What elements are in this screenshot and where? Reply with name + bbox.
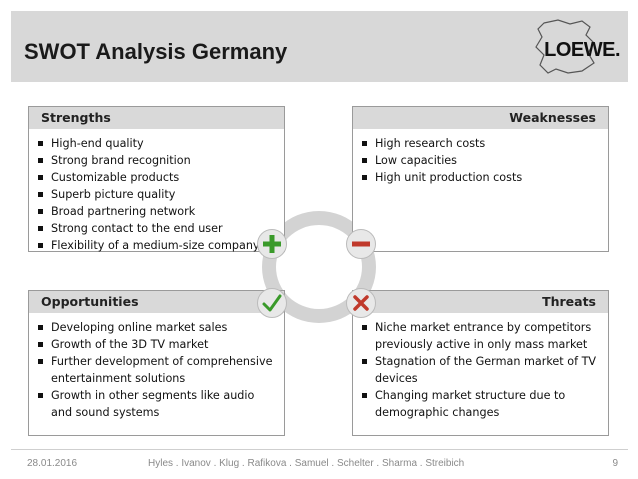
threats-box: Threats Niche market entrance by competi… [352, 290, 609, 436]
list-item: Customizable products [37, 169, 276, 186]
footer-divider [11, 449, 628, 450]
logo-text: LOEWE. [544, 39, 620, 61]
footer-authors: Hyles . Ivanov . Klug . Rafikova . Samue… [148, 458, 465, 469]
list-item: Strong contact to the end user [37, 220, 276, 237]
minus-icon [346, 229, 376, 259]
opportunities-box: Opportunities Developing online market s… [28, 290, 285, 436]
strengths-list: High-end quality Strong brand recognitio… [29, 129, 284, 254]
germany-map-icon [535, 19, 595, 74]
list-item: Stagnation of the German market of TV de… [361, 353, 600, 387]
list-item: High research costs [361, 135, 600, 152]
threats-heading: Threats [353, 291, 608, 313]
list-item: Developing online market sales [37, 319, 276, 336]
list-item: Strong brand recognition [37, 152, 276, 169]
list-item: Superb picture quality [37, 186, 276, 203]
list-item: Growth in other segments like audio and … [37, 387, 276, 421]
check-icon [257, 288, 287, 318]
loewe-logo: LOEWE. [524, 17, 624, 77]
list-item: High-end quality [37, 135, 276, 152]
slide-title: SWOT Analysis Germany [24, 39, 288, 64]
plus-icon [257, 229, 287, 259]
footer-date: 28.01.2016 [27, 458, 78, 469]
list-item: High unit production costs [361, 169, 600, 186]
strengths-box: Strengths High-end quality Strong brand … [28, 106, 285, 252]
list-item: Low capacities [361, 152, 600, 169]
page-number: 9 [612, 458, 618, 469]
list-item: Niche market entrance by competitors pre… [361, 319, 600, 353]
strengths-heading: Strengths [29, 107, 284, 129]
weaknesses-heading: Weaknesses [353, 107, 608, 129]
opportunities-heading: Opportunities [29, 291, 284, 313]
opportunities-list: Developing online market sales Growth of… [29, 313, 284, 421]
list-item: Changing market structure due to demogra… [361, 387, 600, 421]
weaknesses-box: Weaknesses High research costs Low capac… [352, 106, 609, 252]
x-icon [346, 288, 376, 318]
list-item: Further development of comprehensive ent… [37, 353, 276, 387]
list-item: Flexibility of a medium-size company [37, 237, 276, 254]
title-bar: SWOT Analysis Germany LOEWE. [11, 11, 628, 82]
threats-list: Niche market entrance by competitors pre… [353, 313, 608, 421]
list-item: Broad partnering network [37, 203, 276, 220]
list-item: Growth of the 3D TV market [37, 336, 276, 353]
weaknesses-list: High research costs Low capacities High … [353, 129, 608, 186]
